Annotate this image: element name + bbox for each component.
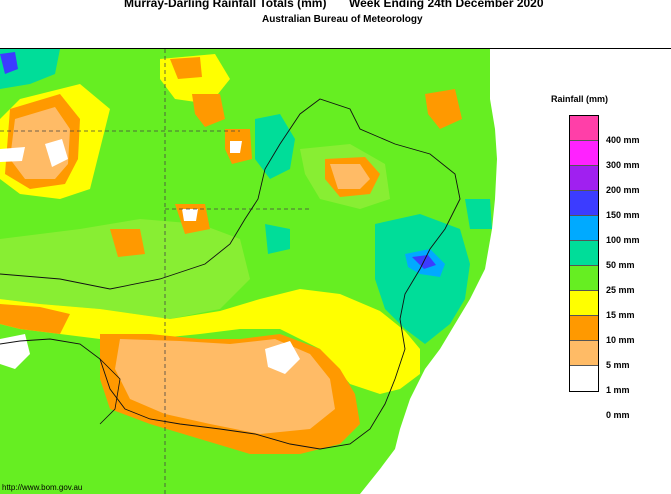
region-10mm-west2 [110, 229, 145, 257]
legend-swatch [570, 191, 598, 216]
legend-swatch [570, 266, 598, 291]
legend-label: 10 mm [606, 335, 635, 345]
region-1mm-central [182, 209, 198, 221]
map-subtitle: Australian Bureau of Meteorology [262, 14, 423, 25]
region-10mm-n3 [170, 57, 202, 79]
legend-swatch [570, 141, 598, 166]
region-1mm-west [45, 139, 68, 167]
legend-swatch [570, 341, 598, 366]
region-10mm-north [192, 94, 225, 127]
header-divider [0, 48, 671, 49]
legend-label: 50 mm [606, 260, 635, 270]
rainfall-map [0, 49, 540, 494]
map-title: Murray-Darling Rainfall Totals (mm) [124, 0, 327, 10]
legend-label: 15 mm [606, 310, 635, 320]
footer-url: http://www.bom.gov.au [2, 483, 83, 492]
legend-swatch [570, 216, 598, 241]
legend-label: 0 mm [606, 410, 630, 420]
legend-label: 200 mm [606, 185, 640, 195]
legend-label: 300 mm [606, 160, 640, 170]
region-150mm-nw [0, 52, 18, 74]
legend-label: 25 mm [606, 285, 635, 295]
region-50mm-coast [465, 199, 492, 229]
region-1mm-south [265, 341, 300, 374]
legend-label: 5 mm [606, 360, 630, 370]
legend-label: 400 mm [606, 135, 640, 145]
legend-label: 100 mm [606, 235, 640, 245]
legend-swatch [570, 366, 598, 391]
ocean-area [360, 49, 540, 494]
murray-darling-basin-boundary [0, 98, 461, 450]
title-row: Murray-Darling Rainfall Totals (mm) Week… [0, 0, 671, 14]
region-15mm-south [0, 289, 420, 394]
map-period: Week Ending 24th December 2020 [349, 0, 544, 10]
legend-label: 1 mm [606, 385, 630, 395]
region-5mm-ne [330, 164, 370, 189]
region-1mm-west2 [0, 147, 25, 162]
region-1mm-north [230, 141, 242, 153]
region-10mm-ne2 [425, 89, 462, 129]
legend-swatch [570, 316, 598, 341]
region-50mm-central [265, 224, 290, 254]
legend-swatch [570, 291, 598, 316]
coast-line-sa [99, 358, 121, 425]
legend-swatch [570, 166, 598, 191]
legend-label: 150 mm [606, 210, 640, 220]
region-50mm-east [375, 214, 470, 344]
legend-color-bar [569, 115, 599, 392]
region-10mm-sw [0, 304, 70, 334]
region-50mm-north [255, 114, 295, 179]
legend-swatch [570, 116, 598, 141]
legend-title: Rainfall (mm) [551, 94, 609, 104]
legend-swatch [570, 241, 598, 266]
green-region-west [0, 219, 250, 319]
